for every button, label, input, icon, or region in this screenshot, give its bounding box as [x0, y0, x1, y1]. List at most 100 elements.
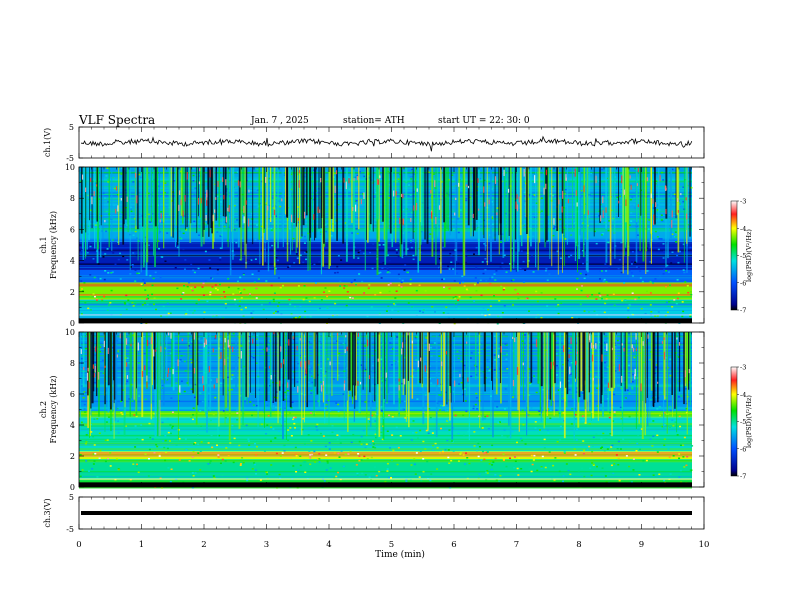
psd-speckle: [305, 258, 308, 261]
high-psd-pixel: [160, 346, 162, 353]
psd-speckle: [336, 434, 339, 436]
psd-speckle: [299, 464, 302, 467]
psd-speckle: [384, 480, 387, 483]
sferic-streak: [422, 167, 424, 231]
low-psd-gap: [678, 332, 681, 392]
psd-speckle: [303, 285, 306, 287]
low-psd-gap: [620, 332, 622, 386]
psd-line: [79, 283, 692, 286]
high-psd-pixel: [417, 360, 419, 368]
psd-line: [79, 360, 692, 362]
psd-speckle: [290, 435, 293, 437]
psd-speckle: [210, 434, 213, 437]
psd-speckle: [296, 257, 299, 259]
psd-speckle: [465, 197, 468, 200]
psd-speckle: [160, 221, 163, 224]
psd-speckle: [502, 453, 505, 455]
psd-speckle: [582, 440, 585, 442]
psd-speckle: [617, 267, 620, 270]
psd-line: [79, 455, 692, 457]
sferic-streak: [503, 167, 506, 242]
high-psd-pixel: [636, 183, 639, 187]
low-psd-gap: [546, 167, 548, 241]
psd-speckle: [483, 452, 486, 454]
psd-speckle: [164, 260, 167, 263]
psd-speckle: [584, 422, 587, 424]
psd-speckle: [476, 440, 479, 442]
psd-speckle: [84, 391, 87, 394]
psd-speckle: [526, 297, 529, 300]
psd-speckle: [567, 469, 570, 472]
psd-speckle: [325, 403, 328, 406]
psd-speckle: [502, 458, 505, 461]
low-psd-gap: [665, 167, 668, 219]
psd-speckle: [111, 202, 114, 205]
high-psd-pixel: [685, 197, 687, 201]
psd-speckle: [608, 266, 611, 269]
psd-speckle: [219, 462, 222, 465]
psd-line: [79, 305, 692, 307]
sferic-streak: [172, 332, 175, 391]
psd-speckle: [83, 403, 86, 406]
psd-speckle: [120, 412, 123, 414]
high-psd-pixel: [498, 354, 500, 358]
high-psd-pixel: [652, 198, 654, 204]
psd-speckle: [307, 209, 310, 211]
psd-speckle: [273, 300, 276, 303]
psd-speckle: [254, 469, 257, 472]
psd-speckle: [616, 196, 619, 198]
high-psd-pixel: [568, 354, 570, 359]
low-psd-gap: [196, 167, 198, 234]
psd-speckle: [101, 359, 104, 362]
sferic-streak: [94, 167, 96, 249]
psd-speckle: [388, 183, 391, 186]
psd-speckle: [459, 209, 462, 211]
psd-speckle: [293, 261, 296, 264]
high-psd-pixel: [345, 335, 347, 338]
psd-speckle: [396, 336, 399, 338]
psd-speckle: [97, 277, 100, 280]
low-psd-gap: [305, 167, 308, 216]
sferic-streak: [608, 167, 610, 217]
high-psd-pixel: [435, 216, 437, 225]
psd-speckle: [403, 400, 406, 403]
psd-speckle: [170, 397, 173, 399]
psd-speckle: [129, 478, 132, 481]
high-psd-pixel: [348, 178, 350, 184]
high-psd-pixel: [398, 378, 400, 382]
psd-speckle: [636, 442, 639, 445]
psd-speckle: [631, 196, 634, 198]
psd-speckle: [549, 409, 552, 412]
psd-speckle: [577, 181, 580, 184]
low-psd-gap: [255, 332, 256, 398]
psd-speckle: [238, 444, 241, 447]
psd-speckle: [604, 475, 607, 477]
psd-speckle: [190, 358, 193, 361]
psd-speckle: [613, 414, 616, 416]
psd-speckle: [394, 363, 397, 365]
sferic-streak: [535, 167, 537, 268]
psd-speckle: [116, 407, 119, 410]
sferic-streak: [328, 332, 330, 427]
psd-speckle: [148, 213, 151, 216]
psd-line: [79, 434, 692, 437]
psd-speckle: [179, 237, 182, 239]
high-psd-pixel: [159, 219, 161, 223]
psd-speckle: [649, 304, 652, 306]
psd-speckle: [127, 362, 130, 364]
psd-speckle: [635, 377, 638, 379]
psd-speckle: [351, 232, 354, 234]
low-psd-gap: [190, 167, 192, 224]
high-psd-pixel: [199, 168, 201, 172]
psd-speckle: [562, 480, 565, 483]
psd-speckle: [528, 368, 531, 370]
high-psd-pixel: [94, 365, 96, 373]
figure-title: VLF Spectra: [78, 113, 155, 127]
psd-speckle: [675, 241, 678, 243]
psd-speckle: [130, 210, 133, 213]
high-psd-pixel: [320, 384, 323, 392]
psd-speckle: [287, 260, 290, 263]
psd-speckle: [646, 270, 649, 272]
psd-speckle: [251, 273, 254, 276]
psd-speckle: [186, 285, 189, 288]
